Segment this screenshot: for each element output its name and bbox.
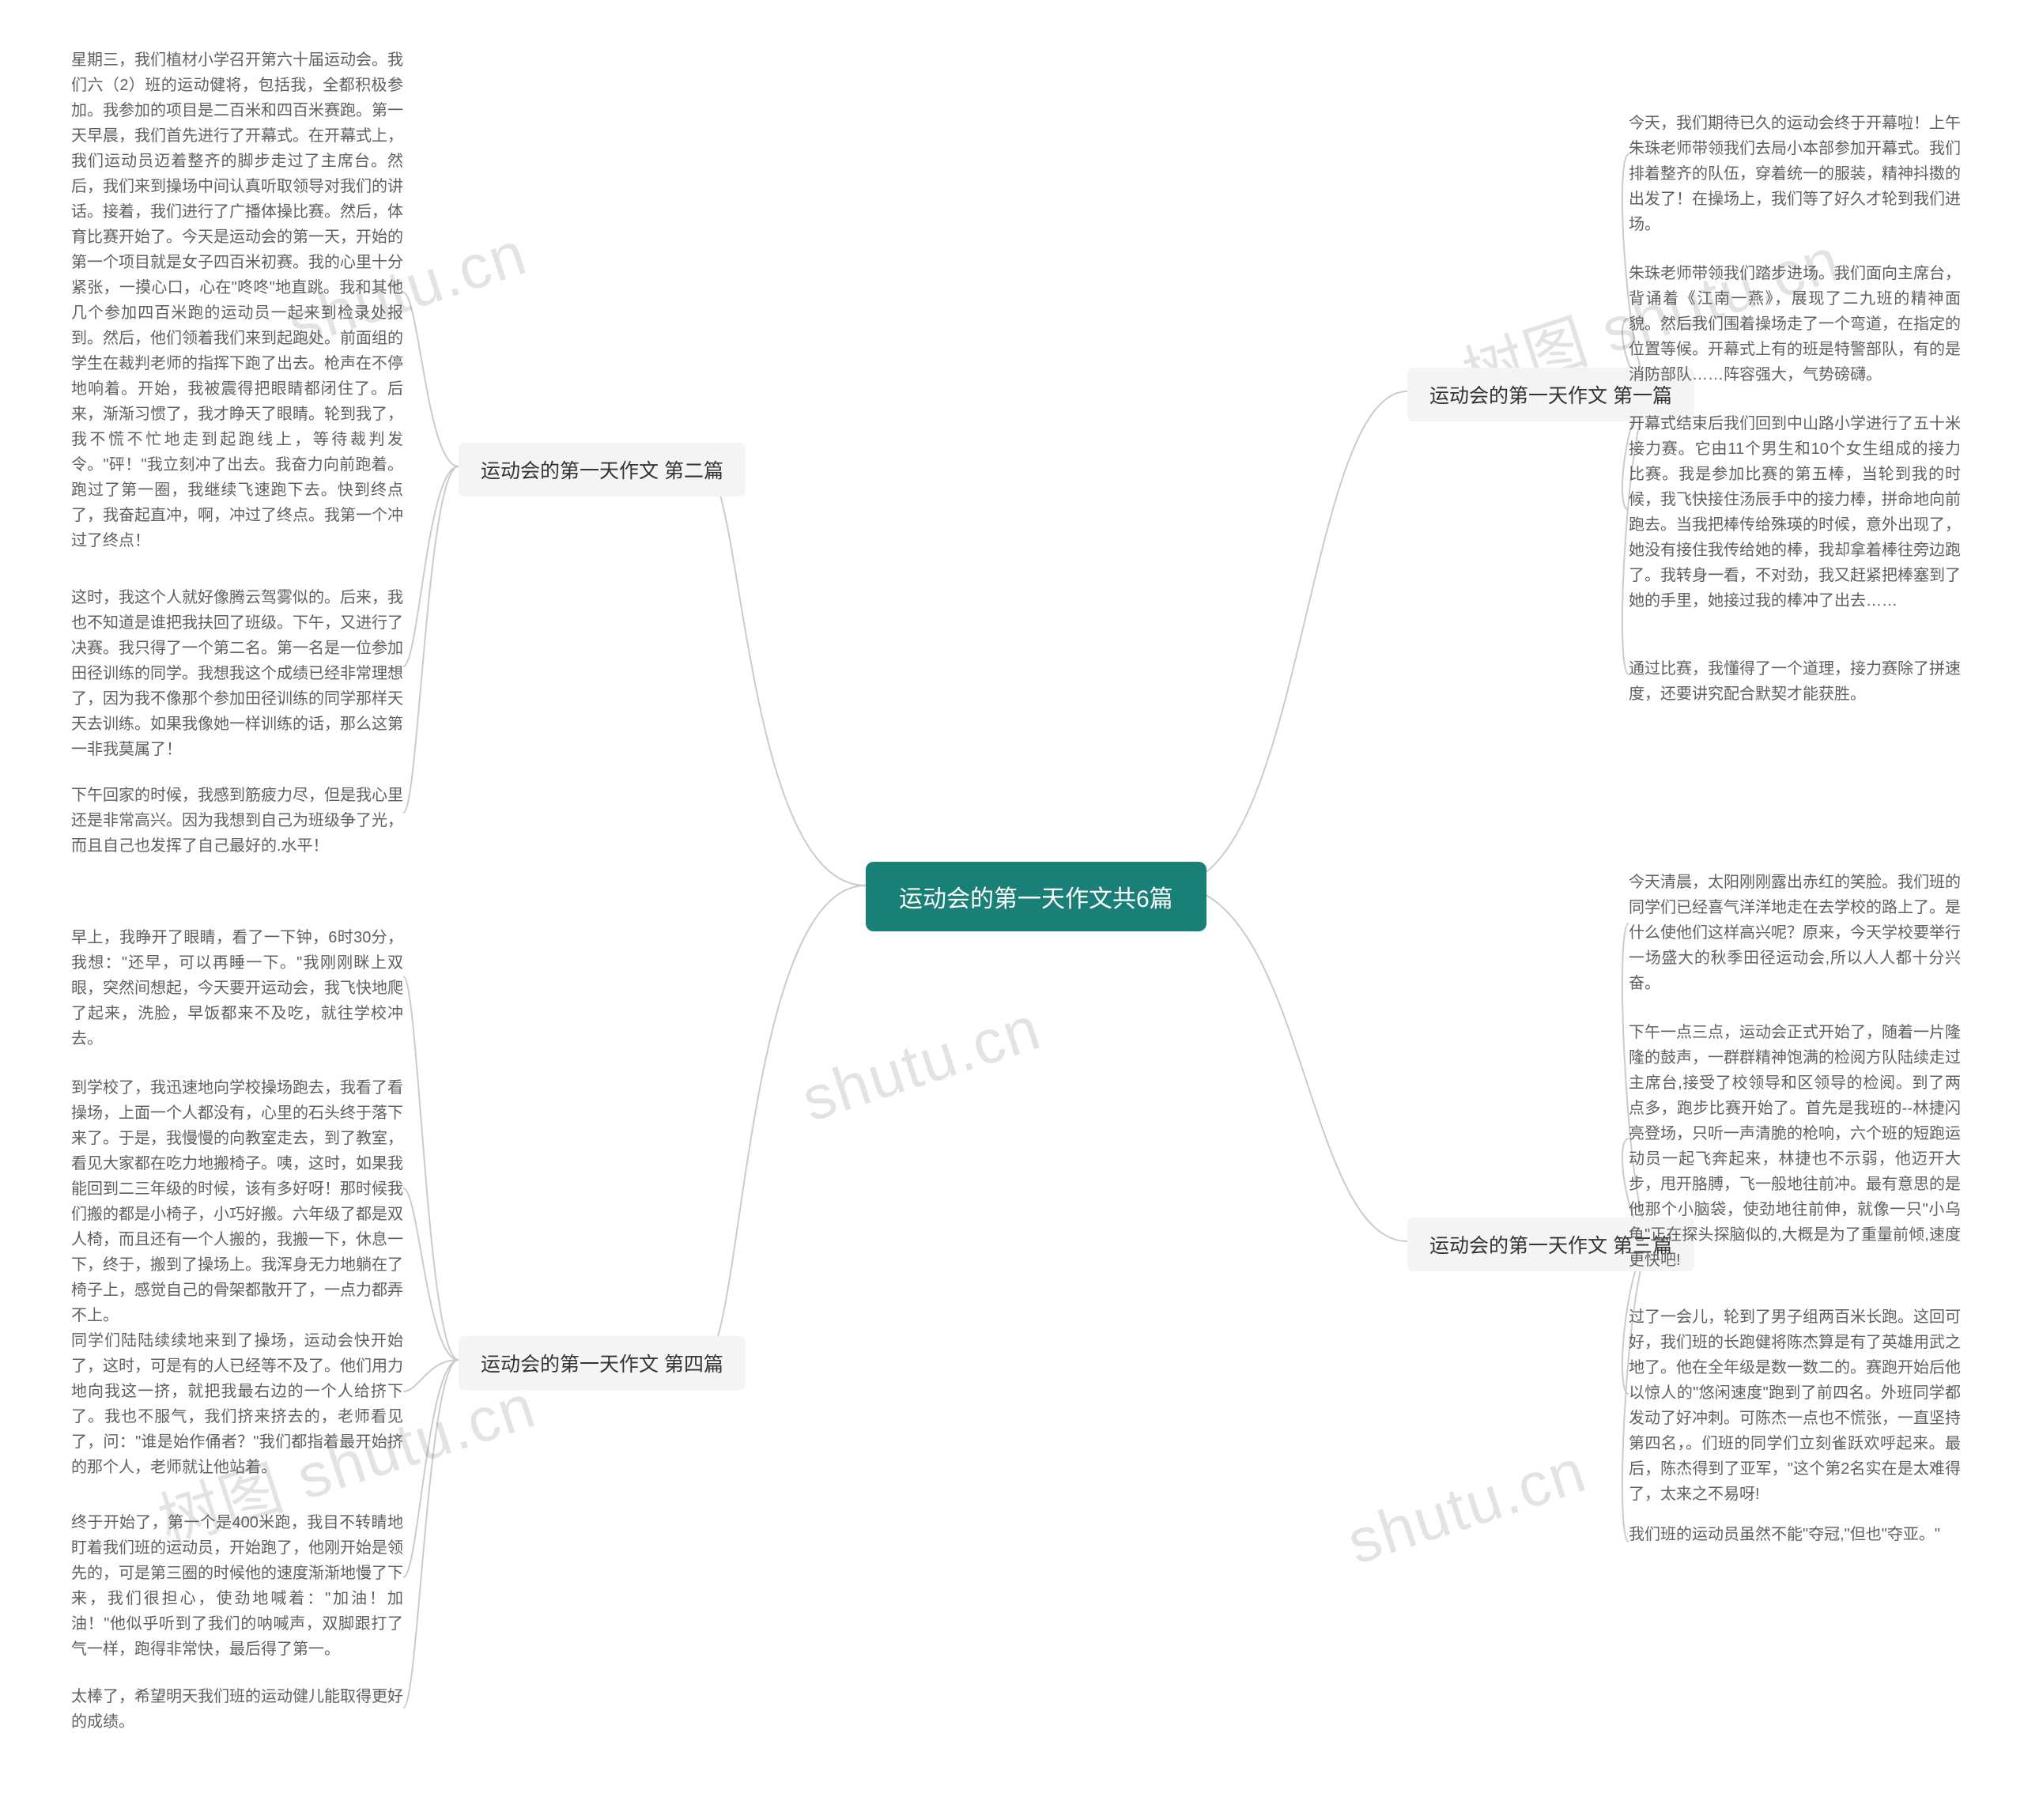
watermark: shutu.cn <box>1339 1434 1595 1579</box>
leaf-text: 朱珠老师带领我们踏步进场。我们面向主席台，背诵着《江南一燕》，展现了二九班的精神… <box>1629 261 1961 387</box>
mindmap-canvas: shutu.cn 树图 shutu.cn shutu.cn 树图 shutu.c… <box>0 0 2024 1820</box>
leaf-text: 我们班的运动员虽然不能"夺冠,"但也"夺亚。" <box>1629 1522 1961 1547</box>
leaf-text: 今天清晨，太阳刚刚露出赤红的笑脸。我们班的同学们已经喜气洋洋地走在去学校的路上了… <box>1629 870 1961 996</box>
branch-node-2[interactable]: 运动会的第一天作文 第二篇 <box>459 443 746 497</box>
leaf-text: 星期三，我们植材小学召开第六十届运动会。我们六（2）班的运动健将，包括我，全都积… <box>71 47 403 553</box>
watermark: shutu.cn <box>794 991 1050 1136</box>
leaf-text: 同学们陆陆续续地来到了操场，运动会快开始了，这时，可是有的人已经等不及了。他们用… <box>71 1328 403 1480</box>
leaf-text: 通过比赛，我懂得了一个道理，接力赛除了拼速度，还要讲究配合默契才能获胜。 <box>1629 656 1961 707</box>
leaf-text: 终于开始了，第一个是400米跑，我目不转睛地盯着我们班的运动员，开始跑了，他刚开… <box>71 1510 403 1662</box>
center-node[interactable]: 运动会的第一天作文共6篇 <box>866 862 1206 931</box>
leaf-text: 这时，我这个人就好像腾云驾雾似的。后来，我也不知道是谁把我扶回了班级。下午，又进… <box>71 585 403 762</box>
leaf-text: 开幕式结束后我们回到中山路小学进行了五十米接力赛。它由11个男生和10个女生组成… <box>1629 411 1961 614</box>
leaf-text: 下午一点三点，运动会正式开始了，随着一片隆隆的鼓声，一群群精神饱满的检阅方队陆续… <box>1629 1020 1961 1273</box>
branch-node-4[interactable]: 运动会的第一天作文 第四篇 <box>459 1336 746 1390</box>
leaf-text: 早上，我睁开了眼睛，看了一下钟，6时30分，我想："还早，可以再睡一下。"我刚刚… <box>71 925 403 1052</box>
leaf-text: 下午回家的时候，我感到筋疲力尽，但是我心里还是非常高兴。因为我想到自己为班级争了… <box>71 783 403 859</box>
leaf-text: 到学校了，我迅速地向学校操场跑去，我看了看操场，上面一个人都没有，心里的石头终于… <box>71 1075 403 1328</box>
leaf-text: 太棒了，希望明天我们班的运动健儿能取得更好的成绩。 <box>71 1684 403 1735</box>
leaf-text: 过了一会儿，轮到了男子组两百米长跑。这回可好，我们班的长跑健将陈杰算是有了英雄用… <box>1629 1305 1961 1507</box>
leaf-text: 今天，我们期待已久的运动会终于开幕啦！上午朱珠老师带领我们去局小本部参加开幕式。… <box>1629 111 1961 237</box>
